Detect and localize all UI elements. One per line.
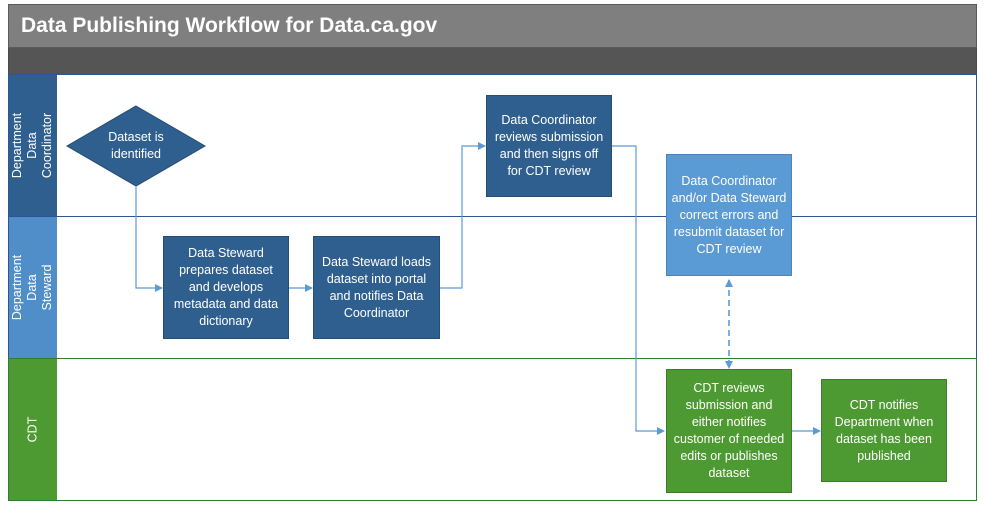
- box-cdt-notifies: CDT notifies Department when dataset has…: [821, 379, 947, 482]
- box-cdt-reviews: CDT reviews submission and either notifi…: [666, 369, 792, 493]
- arrow-identified-to-prepares: [135, 186, 163, 292]
- title-bar: Data Publishing Workflow for Data.ca.gov: [8, 4, 977, 48]
- lane-steward-header: Department Data Steward: [9, 217, 57, 358]
- box-correct-errors: Data Coordinator and/or Data Steward cor…: [666, 154, 792, 276]
- diagram-title: Data Publishing Workflow for Data.ca.gov: [21, 14, 438, 37]
- box-steward-loads: Data Steward loads dataset into portal a…: [313, 236, 440, 339]
- lane-coordinator-header: Department Data Coordinator: [9, 75, 57, 216]
- arrow-loads-to-reviews: [440, 142, 486, 289]
- decision-dataset-identified: Dataset is identified: [108, 130, 164, 161]
- header-band: [8, 48, 977, 74]
- box-steward-prepares: Data Steward prepares dataset and develo…: [163, 236, 289, 339]
- arrow-reviews-to-cdt: [612, 145, 665, 435]
- lane-cdt-header: CDT: [9, 359, 57, 500]
- box-coordinator-reviews: Data Coordinator reviews submission and …: [486, 95, 612, 197]
